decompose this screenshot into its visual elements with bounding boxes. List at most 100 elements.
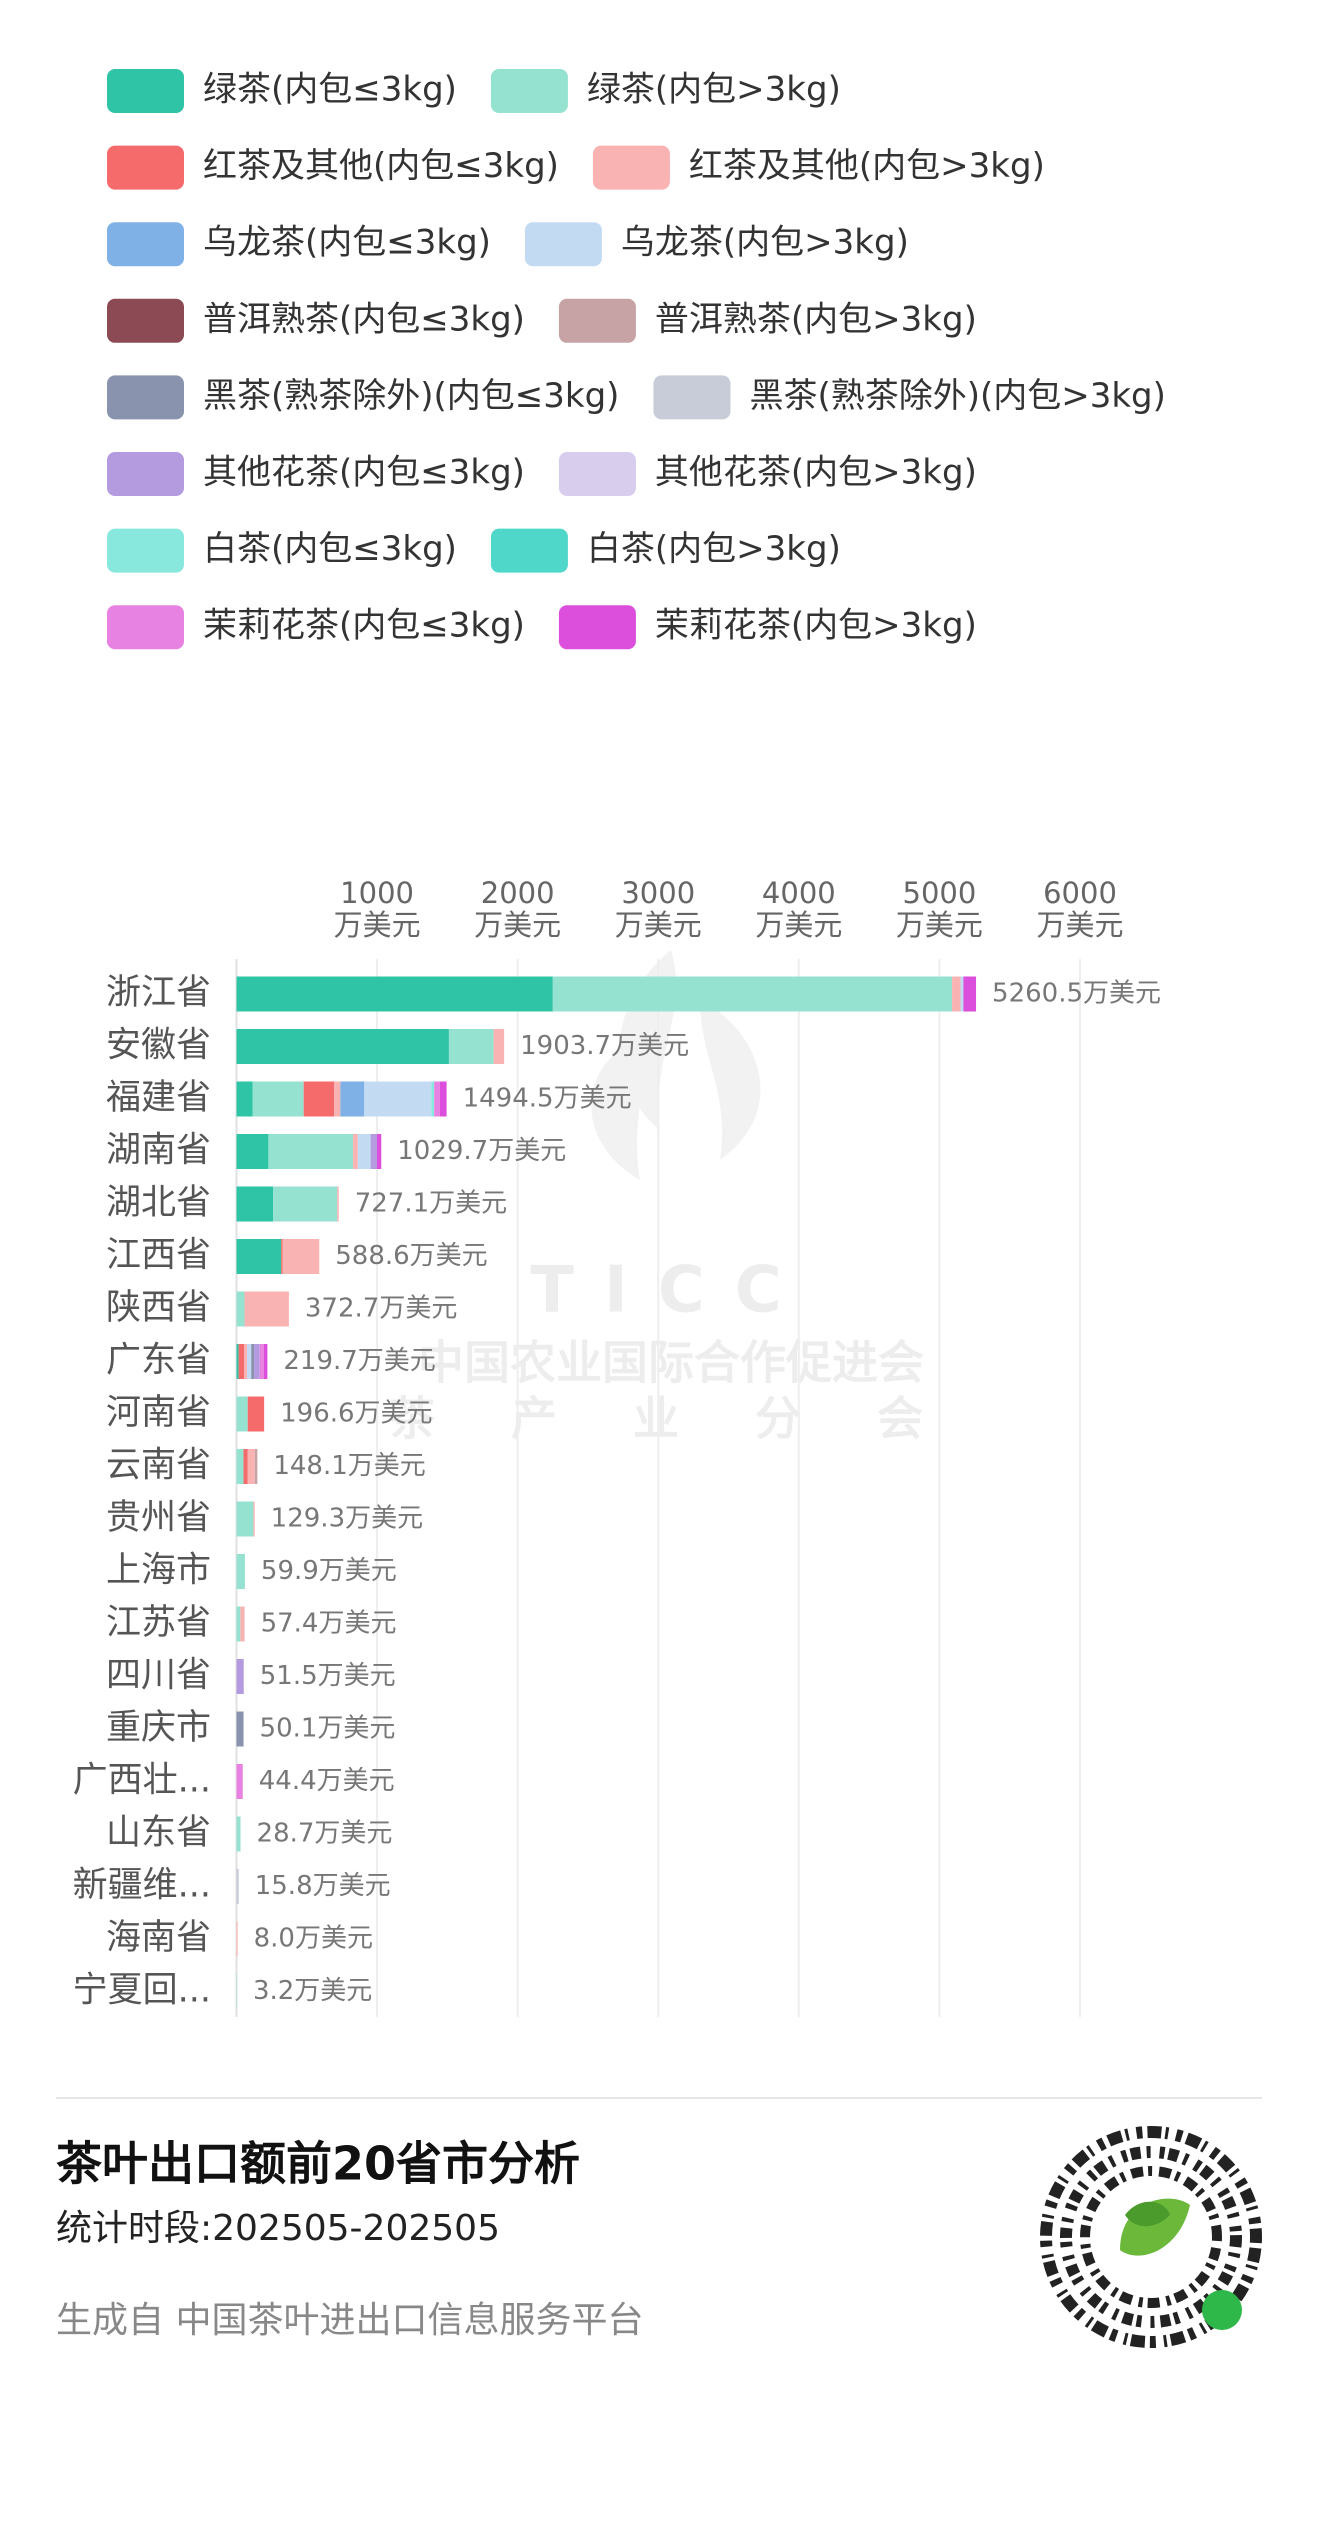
bar-segment	[236, 1396, 248, 1432]
bar-segment	[236, 976, 553, 1012]
bar-segment	[236, 1764, 243, 1799]
bar-segment	[240, 1606, 245, 1642]
bar-segment	[448, 1029, 494, 1064]
bar-segment	[238, 1344, 245, 1379]
bar-segment	[236, 1186, 274, 1222]
bar-segment	[236, 1344, 239, 1379]
legend-label: 乌龙茶(内包≤3kg)	[203, 223, 491, 263]
bar-segment	[236, 1554, 245, 1589]
value-label: 1903.7万美元	[520, 1031, 689, 1061]
x-tick-label: 5000	[903, 876, 977, 910]
x-tick-label: 6000	[1043, 876, 1117, 910]
bar-segment	[244, 1291, 289, 1327]
legend-swatch	[524, 222, 602, 267]
footer-title: 茶叶出口额前20省市分析	[56, 2137, 580, 2191]
legend-label: 白茶(内包≤3kg)	[203, 529, 457, 569]
bar-segment	[252, 1081, 304, 1117]
legend-label: 黑茶(熟茶除外)(内包≤3kg)	[203, 376, 619, 416]
value-label: 219.7万美元	[283, 1346, 435, 1376]
value-label: 1494.5万美元	[463, 1084, 632, 1114]
y-tick-label: 福建省	[106, 1078, 211, 1118]
bar-segment	[236, 1449, 244, 1484]
legend-swatch	[107, 452, 184, 496]
legend-swatch	[107, 145, 184, 190]
qr-ring	[1040, 2126, 1262, 2348]
legend-label: 其他花茶(内包>3kg)	[655, 453, 977, 493]
watermark-text: 茶 产 业 分 会	[389, 1392, 953, 1446]
value-label: 51.5万美元	[260, 1661, 396, 1691]
legend-label: 普洱熟茶(内包≤3kg)	[203, 299, 525, 339]
legend-swatch	[107, 69, 184, 113]
value-label: 1029.7万美元	[397, 1136, 566, 1166]
bar-segment	[281, 1239, 283, 1274]
y-tick-label: 湖北省	[106, 1183, 211, 1223]
qr-badge	[1202, 2290, 1242, 2330]
bar-segment	[254, 1344, 260, 1379]
value-label: 28.7万美元	[257, 1819, 393, 1849]
legend-swatch	[653, 375, 731, 420]
bar-segment	[337, 1186, 339, 1222]
bar-segment	[263, 1344, 268, 1379]
legend-swatch	[490, 528, 568, 573]
legend-label: 普洱熟茶(内包>3kg)	[655, 299, 977, 339]
watermark-text: 中国农业国际合作促进会	[418, 1336, 924, 1390]
legend-swatch	[558, 452, 636, 496]
legend-swatch	[107, 605, 184, 650]
bar-segment	[952, 976, 961, 1012]
bar-segment	[253, 1501, 255, 1537]
legend-swatch	[558, 605, 636, 650]
value-label: 588.6万美元	[335, 1241, 487, 1271]
watermark-text: TICC	[530, 1254, 811, 1328]
y-tick-label: 河南省	[106, 1393, 211, 1433]
legend-label: 绿茶(内包>3kg)	[587, 70, 841, 110]
value-label: 148.1万美元	[273, 1451, 425, 1481]
bar-segment	[434, 1081, 440, 1117]
bar-segment	[236, 1029, 449, 1064]
bar-segment	[376, 1134, 382, 1169]
legend-label: 绿茶(内包≤3kg)	[203, 70, 457, 110]
bar-segment	[247, 1449, 255, 1484]
y-tick-label: 新疆维...	[73, 1866, 211, 1906]
legend-label: 黑茶(熟茶除外)(内包>3kg)	[749, 376, 1165, 416]
value-label: 50.1万美元	[260, 1714, 396, 1744]
legend-swatch	[490, 69, 568, 113]
y-tick-label: 江苏省	[106, 1603, 211, 1643]
legend-swatch	[107, 528, 184, 573]
legend-label: 白茶(内包>3kg)	[587, 529, 841, 569]
x-tick-label: 2000	[481, 876, 555, 910]
y-tick-label: 四川省	[106, 1656, 211, 1696]
bar-segment	[273, 1186, 338, 1222]
bar-segment	[960, 976, 964, 1012]
footer-source: 生成自 中国茶叶进出口信息服务平台	[56, 2300, 643, 2341]
value-label: 59.9万美元	[261, 1556, 397, 1586]
legend-swatch	[107, 222, 184, 267]
value-label: 44.4万美元	[259, 1766, 395, 1796]
value-label: 8.0万美元	[254, 1924, 373, 1954]
x-tick-unit: 万美元	[1036, 908, 1123, 942]
bar-segment	[236, 1869, 239, 1904]
qr-code	[1040, 2126, 1262, 2348]
y-tick-label: 安徽省	[106, 1026, 211, 1066]
bar-segment	[303, 1081, 335, 1117]
legend-swatch	[107, 298, 184, 343]
bar-segment	[244, 1344, 248, 1379]
y-tick-label: 山东省	[106, 1813, 211, 1853]
bar-segment	[236, 1239, 282, 1274]
y-tick-label: 贵州省	[106, 1498, 211, 1538]
bar-segment	[236, 1606, 241, 1642]
legend-label: 红茶及其他(内包>3kg)	[689, 146, 1045, 186]
x-tick-label: 1000	[340, 876, 414, 910]
value-label: 196.6万美元	[280, 1399, 432, 1429]
y-tick-label: 重庆市	[106, 1708, 211, 1748]
value-label: 15.8万美元	[255, 1871, 391, 1901]
y-tick-label: 宁夏回...	[73, 1971, 211, 2011]
bar-segment	[353, 1134, 358, 1169]
bar-segment	[254, 1449, 258, 1484]
value-label: 372.7万美元	[305, 1294, 457, 1324]
bar-segment	[282, 1239, 320, 1274]
legend-label: 其他花茶(内包≤3kg)	[203, 453, 525, 493]
bar-segment	[357, 1134, 371, 1169]
qr-ring	[1060, 2146, 1242, 2328]
watermark: TICC 中国农业国际合作促进会 茶 产 业 分 会	[389, 950, 953, 1446]
y-tick-label: 上海市	[106, 1551, 211, 1591]
